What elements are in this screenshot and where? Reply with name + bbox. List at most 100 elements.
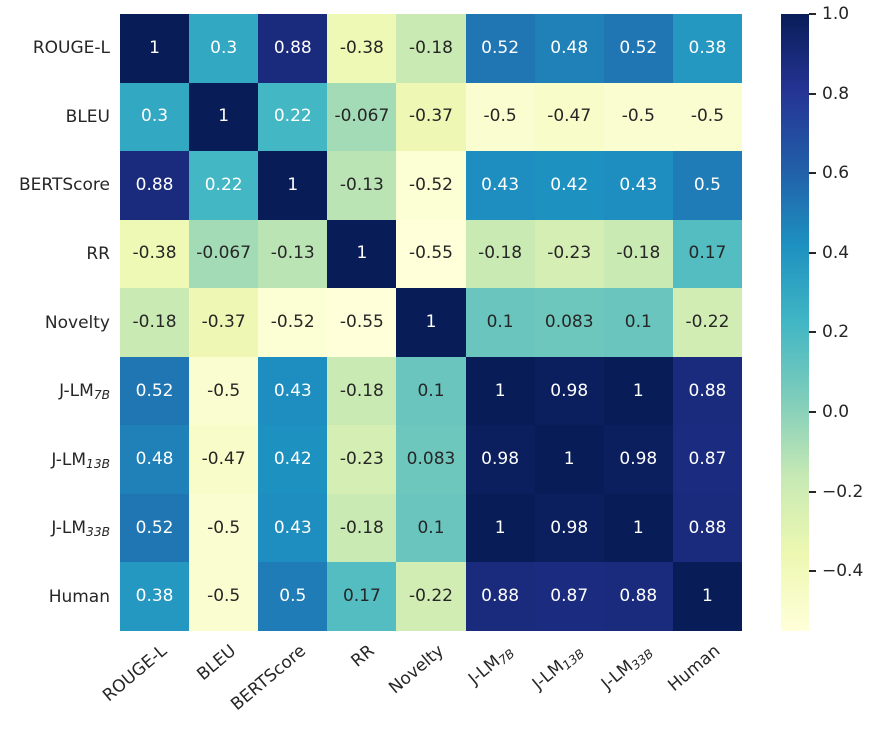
y-tick-label: BERTScore	[19, 175, 110, 196]
x-tick-label: BLEU	[193, 641, 241, 685]
heatmap-cell: -0.5	[189, 493, 259, 563]
heatmap-cell: 0.5	[258, 562, 328, 631]
heatmap-cell: -0.18	[120, 288, 190, 357]
heatmap-cell: -0.55	[396, 219, 466, 289]
heatmap-cell: 0.42	[258, 425, 328, 494]
y-tick-label: J-LM7B	[59, 381, 110, 403]
heatmap-cell: 1	[672, 562, 742, 631]
heatmap-cell: 0.88	[672, 493, 742, 563]
x-tick-label: Human	[664, 641, 725, 696]
heatmap-cell: -0.13	[258, 219, 328, 289]
x-tick-label: J-LM7B	[465, 646, 518, 690]
heatmap-cell: -0.47	[189, 425, 259, 494]
x-tick-label: Novelty	[385, 641, 448, 699]
heatmap-cell: 0.3	[120, 82, 190, 152]
heatmap-cell: 0.52	[120, 493, 190, 563]
heatmap-cell: -0.18	[327, 493, 397, 563]
colorbar-tick-label: −0.2	[822, 481, 864, 502]
x-tick-label: ROUGE-L	[99, 641, 172, 706]
heatmap-cell: 0.88	[603, 562, 673, 631]
colorbar-tick-mark	[809, 92, 816, 95]
colorbar	[781, 14, 809, 631]
colorbar-tick-label: 0.8	[822, 83, 850, 104]
heatmap-cell: 1	[327, 219, 397, 289]
heatmap-cell: 0.88	[465, 562, 535, 631]
heatmap-cell: 0.43	[258, 356, 328, 426]
heatmap-cell: -0.23	[534, 219, 604, 289]
colorbar-tick-mark	[809, 251, 816, 254]
heatmap-cell: 0.3	[189, 14, 259, 83]
heatmap-cell: -0.18	[465, 219, 535, 289]
heatmap-cell: 0.88	[672, 356, 742, 426]
heatmap-cell: -0.47	[534, 82, 604, 152]
heatmap-cell: -0.52	[396, 151, 466, 220]
x-tick-label: RR	[347, 641, 379, 672]
heatmap-cell: 0.22	[258, 82, 328, 152]
heatmap-cell: 1	[120, 14, 190, 83]
heatmap-cell: -0.18	[396, 14, 466, 83]
x-axis-labels: ROUGE-L BLEU BERTScore RR Novelty J-LM7B J-LM1…	[99, 631, 742, 733]
heatmap-cell: -0.067	[189, 219, 259, 289]
heatmap-cell: -0.5	[189, 562, 259, 631]
y-tick-label: J-LM13B	[51, 449, 110, 471]
y-tick-label: Human	[48, 586, 110, 607]
heatmap-cell: 0.98	[603, 425, 673, 494]
heatmap-cell: -0.37	[189, 288, 259, 357]
heatmap-cell: 0.88	[258, 14, 328, 83]
colorbar-tick-mark	[809, 13, 816, 15]
heatmap-cell: 0.43	[603, 151, 673, 220]
heatmap-cell: -0.13	[327, 151, 397, 220]
y-tick-label: BLEU	[65, 106, 110, 127]
y-axis-labels: ROUGE-L BLEU BERTScore RR Novelty J-LM7B J-LM1…	[0, 14, 110, 631]
heatmap-cell: -0.55	[327, 288, 397, 357]
heatmap-cell: 0.1	[465, 288, 535, 357]
heatmap-cell: 0.5	[672, 151, 742, 220]
heatmap-cell: 0.38	[120, 562, 190, 631]
colorbar-tick-labels: 1.0 0.8 0.6 0.4 0.2 0.0 −0.2 −0.4	[809, 4, 878, 631]
heatmap-cell: -0.38	[327, 14, 397, 83]
heatmap-cell: -0.5	[672, 82, 742, 152]
heatmap-cell: 0.98	[465, 425, 535, 494]
heatmap-cell: 0.43	[258, 493, 328, 563]
heatmap-cell: 0.42	[534, 151, 604, 220]
heatmap-cell: 0.52	[120, 356, 190, 426]
y-tick-label: Novelty	[44, 312, 110, 333]
heatmap-cell: 0.43	[465, 151, 535, 220]
heatmap-cell: -0.067	[327, 82, 397, 152]
x-tick-label: J-LM13B	[528, 646, 587, 695]
heatmap-cell: 0.17	[327, 562, 397, 631]
heatmap-cell: 0.48	[120, 425, 190, 494]
heatmap-cell: -0.22	[672, 288, 742, 357]
heatmap-cell: 0.98	[534, 356, 604, 426]
heatmap-cell: -0.18	[603, 219, 673, 289]
heatmap-cell: 1	[258, 151, 328, 220]
heatmap-cell: 0.17	[672, 219, 742, 289]
heatmap-cell: -0.52	[258, 288, 328, 357]
heatmap-cell: -0.37	[396, 82, 466, 152]
heatmap-cell: 0.1	[603, 288, 673, 357]
heatmap-cell: 1	[603, 493, 673, 563]
heatmap-cell: 1	[189, 82, 259, 152]
heatmap-cell: -0.22	[396, 562, 466, 631]
heatmap-cell: -0.5	[189, 356, 259, 426]
heatmap-cell: 1	[534, 425, 604, 494]
heatmap-cell: 0.52	[465, 14, 535, 83]
heatmap-grid: 1 0.3 0.88 -0.38 -0.18 0.52 0.48 0.52 0.38 0.3 1 0.…	[120, 14, 742, 631]
colorbar-tick-mark	[809, 331, 816, 334]
x-tick-label: BERTScore	[227, 641, 310, 715]
x-tick-label: J-LM33B	[597, 646, 656, 695]
heatmap-cell: 1	[465, 493, 535, 563]
heatmap-cell: 0.083	[396, 425, 466, 494]
heatmap-cell: 1	[396, 288, 466, 357]
heatmap-cell: 0.38	[672, 14, 742, 83]
heatmap-cell: 1	[603, 356, 673, 426]
colorbar-tick-label: 0.0	[822, 402, 850, 423]
colorbar-tick-label: 0.4	[822, 242, 850, 263]
y-tick-label: ROUGE-L	[32, 38, 110, 59]
colorbar-tick-mark	[809, 570, 816, 573]
heatmap-cell: 0.1	[396, 356, 466, 426]
heatmap-cell: 0.52	[603, 14, 673, 83]
colorbar-tick-label: −0.4	[822, 561, 864, 582]
heatmap-cell: 0.87	[534, 562, 604, 631]
